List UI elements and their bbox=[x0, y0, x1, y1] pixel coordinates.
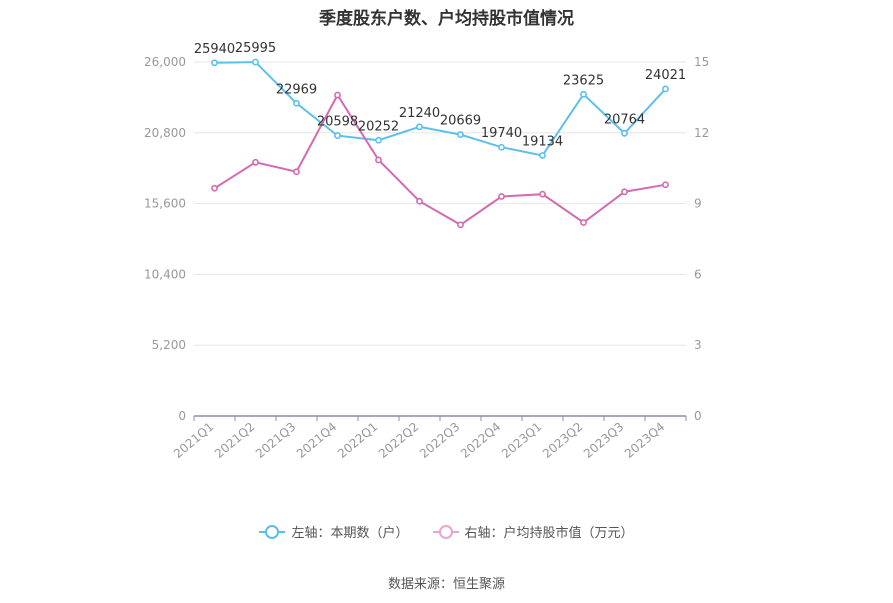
data-point-0 bbox=[457, 131, 464, 138]
x-tick-label: 2021Q4 bbox=[294, 420, 339, 461]
x-axis-labels: 2021Q12021Q22021Q32021Q42022Q12022Q22022… bbox=[171, 420, 667, 461]
left-tick-label: 5,200 bbox=[152, 338, 186, 352]
x-axis bbox=[193, 415, 687, 421]
right-tick-label: 3 bbox=[694, 338, 702, 352]
data-label: 20764 bbox=[604, 112, 645, 127]
data-point-1 bbox=[539, 190, 546, 198]
x-tick-label: 2021Q1 bbox=[171, 420, 216, 461]
left-tick-label: 26,000 bbox=[144, 55, 186, 69]
x-tick-label: 2021Q2 bbox=[212, 420, 257, 461]
data-label: 25940 bbox=[194, 42, 235, 57]
right-axis-ticks: 0 3 6 9 12 15 bbox=[694, 55, 709, 423]
left-axis-ticks: 0 5,200 10,400 15,600 20,800 26,000 bbox=[144, 55, 186, 423]
data-point-1 bbox=[334, 91, 341, 99]
data-point-0 bbox=[375, 136, 382, 144]
data-point-0 bbox=[334, 132, 341, 139]
data-point-1 bbox=[252, 158, 259, 166]
data-point-0 bbox=[252, 58, 259, 66]
data-point-1 bbox=[211, 184, 218, 192]
data-label: 24021 bbox=[645, 68, 686, 83]
x-tick-label: 2023Q3 bbox=[581, 420, 626, 461]
data-point-0 bbox=[580, 90, 587, 98]
data-point-1 bbox=[498, 193, 505, 200]
left-tick-label: 0 bbox=[178, 409, 186, 423]
x-tick-label: 2022Q2 bbox=[376, 420, 421, 461]
chart-title: 季度股东户数、户均持股市值情况 bbox=[319, 9, 574, 29]
left-tick-label: 15,600 bbox=[144, 197, 186, 211]
right-tick-label: 9 bbox=[694, 197, 702, 211]
data-label: 20669 bbox=[440, 114, 481, 129]
series-points bbox=[211, 58, 669, 229]
x-tick-label: 2022Q3 bbox=[417, 420, 462, 461]
legend-label-left: 左轴：本期数（户） bbox=[291, 526, 409, 541]
legend-label-right: 右轴：户均持股市值（万元） bbox=[464, 526, 634, 541]
data-label: 20598 bbox=[317, 115, 358, 130]
data-point-0 bbox=[621, 129, 628, 137]
legend-marker-blue-icon bbox=[259, 524, 286, 539]
right-tick-label: 12 bbox=[694, 126, 709, 140]
x-tick-label: 2022Q4 bbox=[458, 420, 503, 461]
data-label: 19134 bbox=[522, 134, 563, 149]
series-line-1 bbox=[213, 93, 666, 226]
data-point-1 bbox=[457, 221, 464, 229]
legend-marker-pink-icon bbox=[432, 524, 459, 539]
data-point-0 bbox=[539, 152, 546, 159]
data-point-0 bbox=[416, 123, 423, 131]
gridlines bbox=[194, 61, 686, 346]
legend-item-right[interactable]: 右轴：户均持股市值（万元） bbox=[432, 522, 634, 541]
data-source: 数据来源：恒生聚源 bbox=[387, 577, 505, 592]
data-label: 25995 bbox=[235, 41, 276, 56]
x-tick-label: 2023Q2 bbox=[540, 420, 585, 461]
data-labels: 25940 25995 22969 20598 20252212402066919740… bbox=[194, 41, 686, 149]
data-point-0 bbox=[293, 99, 300, 107]
series-line-0 bbox=[214, 61, 667, 157]
legend-item-left[interactable]: 左轴：本期数（户） bbox=[259, 522, 409, 541]
data-point-1 bbox=[580, 219, 587, 226]
data-point-0 bbox=[662, 85, 669, 93]
x-tick-label: 2023Q1 bbox=[499, 420, 544, 461]
data-label: 20252 bbox=[358, 119, 399, 134]
data-label: 19740 bbox=[481, 126, 522, 141]
x-tick-label: 2023Q4 bbox=[622, 420, 667, 461]
data-point-1 bbox=[375, 156, 382, 164]
data-point-1 bbox=[416, 197, 423, 205]
data-label: 23625 bbox=[563, 73, 604, 88]
data-point-1 bbox=[662, 181, 669, 189]
data-point-1 bbox=[293, 168, 300, 176]
right-tick-label: 15 bbox=[694, 55, 709, 69]
data-point-1 bbox=[621, 188, 628, 196]
left-tick-label: 10,400 bbox=[144, 267, 186, 281]
data-point-0 bbox=[498, 143, 505, 151]
left-tick-label: 20,800 bbox=[144, 126, 186, 140]
series-lines bbox=[213, 61, 667, 226]
data-label: 22969 bbox=[276, 82, 317, 97]
x-tick-label: 2021Q3 bbox=[253, 420, 298, 461]
legend: 左轴：本期数（户） 右轴：户均持股市值（万元） bbox=[0, 522, 893, 541]
data-label: 21240 bbox=[399, 106, 440, 121]
data-point-0 bbox=[211, 59, 218, 67]
right-tick-label: 0 bbox=[694, 409, 702, 423]
x-tick-label: 2022Q1 bbox=[335, 420, 380, 461]
right-tick-label: 6 bbox=[694, 267, 702, 281]
